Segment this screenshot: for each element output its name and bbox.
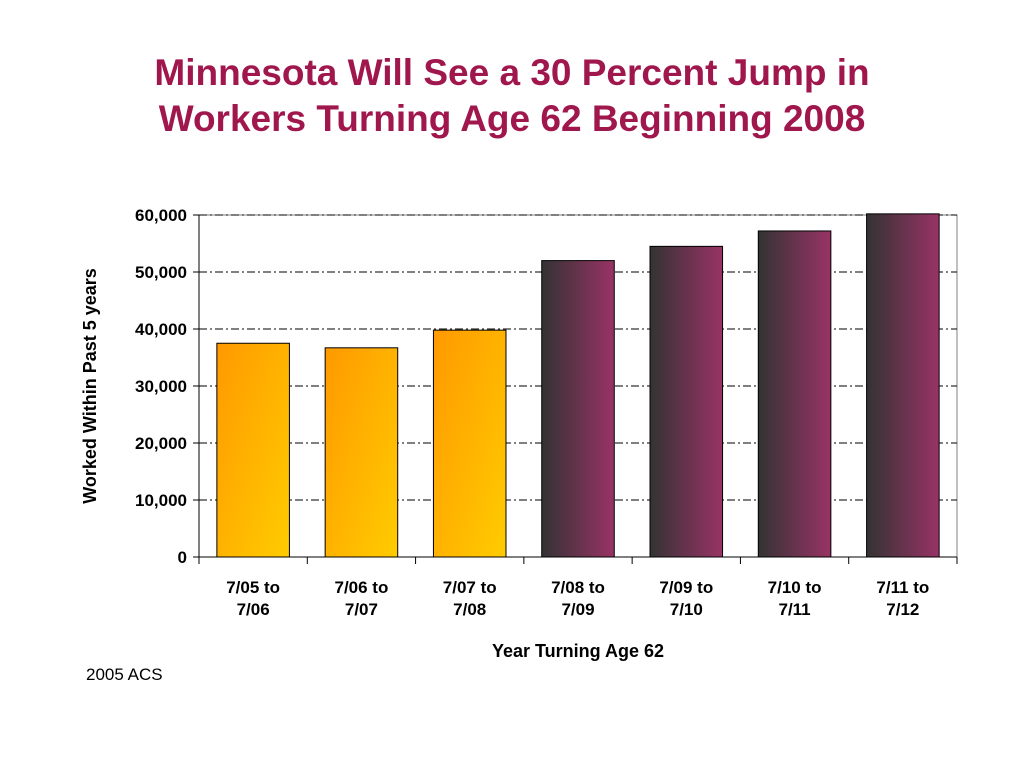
x-tick-label: 7/08 to 7/09 xyxy=(551,578,605,619)
y-tick-label: 20,000 xyxy=(135,434,187,453)
bar xyxy=(541,260,615,558)
y-tick-label: 0 xyxy=(178,548,187,567)
y-tick-label: 40,000 xyxy=(135,320,187,339)
bar xyxy=(866,213,940,558)
bar xyxy=(757,230,832,558)
x-tick-label: 7/10 to 7/11 xyxy=(768,578,822,619)
bar xyxy=(649,245,724,558)
y-axis-title: Worked Within Past 5 years xyxy=(80,268,100,504)
y-tick-label: 10,000 xyxy=(135,491,187,510)
x-tick-label: 7/05 to 7/06 xyxy=(226,578,280,619)
x-tick-label: 7/11 to 7/12 xyxy=(876,578,929,619)
x-tick-label: 7/06 to 7/07 xyxy=(334,578,388,619)
axis-labels: 0 10,000 20,000 30,000 40,000 50,000 60,000 7/0… xyxy=(80,206,929,661)
x-axis-title: Year Turning Age 62 xyxy=(492,641,664,661)
slide-title: Minnesota Will See a 30 Percent Jump in … xyxy=(40,50,984,142)
slide-title-line-1: Minnesota Will See a 30 Percent Jump in xyxy=(154,52,870,93)
bar xyxy=(432,329,507,558)
slide-title-line-2: Workers Turning Age 62 Beginning 2008 xyxy=(158,98,866,139)
bar xyxy=(216,342,290,558)
bar xyxy=(324,347,399,558)
source-note: 2005 ACS xyxy=(86,665,163,684)
x-tick-label: 7/09 to 7/10 xyxy=(659,578,713,619)
y-tick-label: 30,000 xyxy=(135,377,187,396)
y-tick-label: 60,000 xyxy=(135,206,187,225)
bar-series xyxy=(216,213,940,558)
axes xyxy=(193,214,958,564)
x-tick-label: 7/07 to 7/08 xyxy=(443,578,497,619)
y-tick-label: 50,000 xyxy=(135,263,187,282)
